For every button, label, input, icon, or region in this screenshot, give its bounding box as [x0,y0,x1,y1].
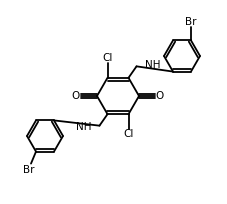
Text: Cl: Cl [123,129,134,139]
Text: NH: NH [76,122,91,132]
Text: Br: Br [185,17,197,27]
Text: Cl: Cl [102,53,113,63]
Text: O: O [72,91,80,101]
Text: Br: Br [23,165,35,175]
Text: O: O [156,91,164,101]
Text: NH: NH [145,60,160,70]
